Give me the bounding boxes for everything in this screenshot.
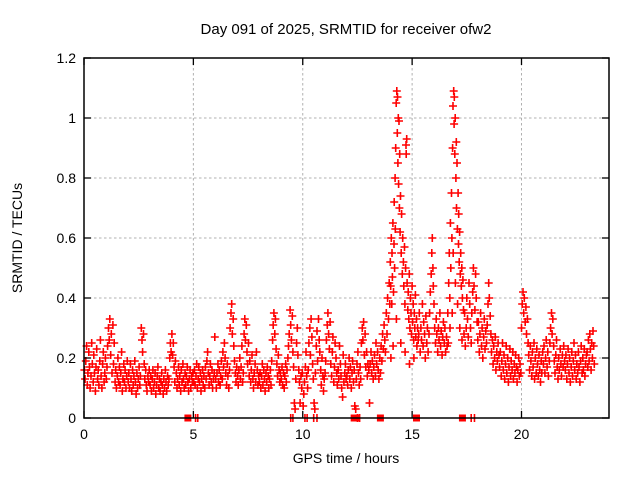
x-tick-label: 10 [294,426,311,442]
x-tick-label: 20 [513,426,530,442]
y-tick-label: 0.2 [56,350,76,366]
y-axis-label: SRMTID / TECUs [9,182,25,294]
x-tick-label: 5 [189,426,198,442]
data-point-markers [80,87,599,413]
x-axis-label: GPS time / hours [292,450,400,466]
chart-title: Day 091 of 2025, SRMTID for receiver ofw… [200,21,492,38]
y-tick-label: 1 [68,110,76,126]
axis-tick-marks [83,57,609,419]
y-tick-label: 1.2 [56,50,76,66]
y-tick-label: 0 [68,410,76,426]
y-tick-label: 0.8 [56,170,76,186]
x-tick-label: 0 [80,426,88,442]
y-tick-label: 0.6 [56,230,76,246]
y-tick-label: 0.4 [56,290,76,306]
x-tick-label: 15 [404,426,420,442]
